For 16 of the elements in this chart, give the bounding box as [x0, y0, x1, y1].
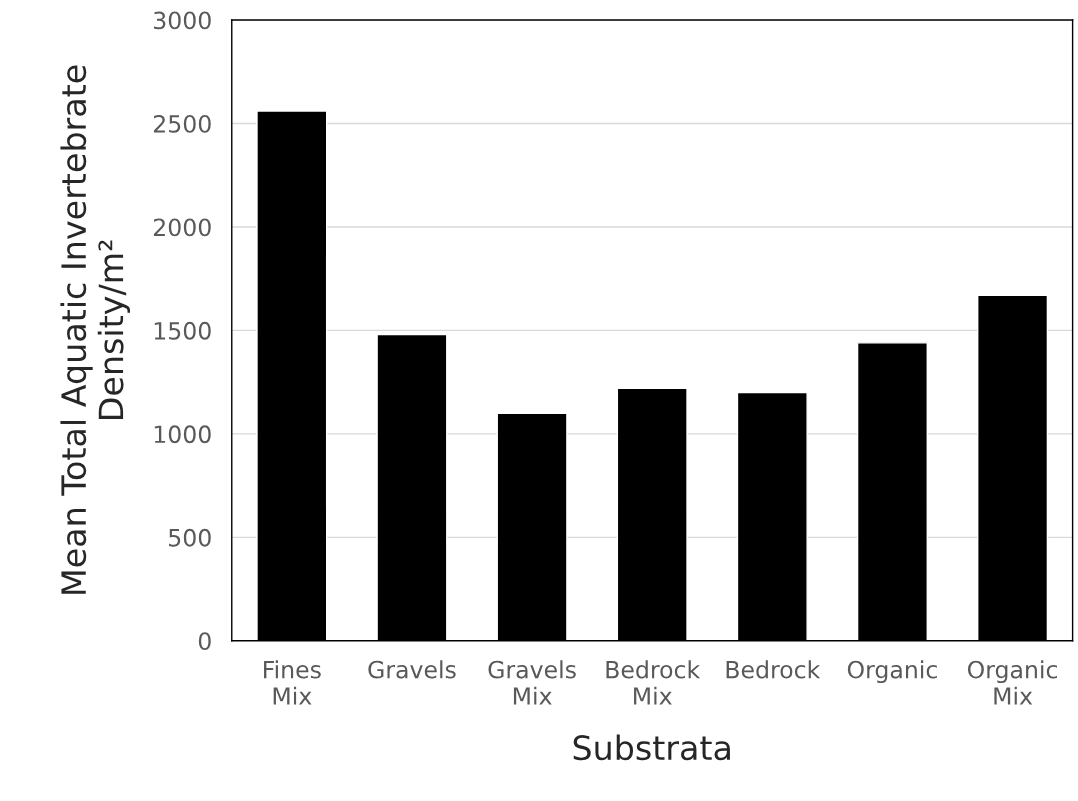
- x-tick-label: Bedrock Mix: [606, 660, 701, 705]
- x-tick-label: Fines Mix: [264, 660, 321, 705]
- y-axis-title: Mean Total Aquatic Invertebrate Density/m²: [60, 65, 131, 594]
- y-tick-label: 2500: [153, 114, 211, 133]
- y-tick-label: 1000: [154, 425, 211, 444]
- x-tick-label: Organic Mix: [967, 660, 1058, 705]
- y-tick-label: 3000: [154, 11, 211, 30]
- x-tick-label: Gravels Mix: [488, 660, 576, 705]
- x-tick-label: Gravels: [368, 660, 456, 679]
- x-tick-label: Organic: [847, 660, 937, 684]
- y-tick-label: 0: [198, 632, 211, 651]
- y-tick-label: 1500: [154, 321, 211, 340]
- x-tick-label: Bedrock: [726, 660, 821, 679]
- y-tick-label: 2000: [153, 218, 211, 237]
- x-axis-title: Substrata: [573, 734, 730, 761]
- y-tick-label: 500: [169, 528, 211, 547]
